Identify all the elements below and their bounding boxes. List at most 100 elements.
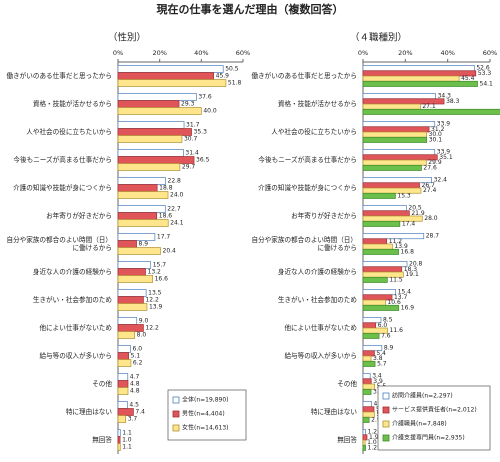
bar — [117, 65, 224, 73]
category-label: 他によい仕事がないため — [284, 324, 357, 332]
bar — [362, 266, 403, 273]
bar — [362, 238, 388, 245]
value-label: 15.7 — [153, 262, 167, 269]
value-label: 5.7 — [377, 360, 387, 367]
value-label: 19.1 — [405, 271, 419, 278]
value-label: 31.4 — [185, 150, 199, 157]
bar — [117, 205, 166, 213]
bar — [362, 261, 408, 268]
bar — [117, 373, 129, 381]
value-label: 15.3 — [397, 192, 411, 199]
category-label: 働きがいのある仕事だと思ったから — [251, 72, 358, 80]
legend-swatch — [382, 420, 390, 428]
value-label: 1.2 — [368, 429, 378, 436]
bar — [117, 72, 214, 80]
value-label: 29.7 — [182, 164, 196, 171]
legend-label: 男性(n=4,404) — [182, 410, 225, 418]
bar — [362, 439, 366, 446]
category-label: 無回答 — [337, 436, 357, 444]
category-label: その他 — [92, 380, 112, 388]
value-label: 33.9 — [437, 121, 451, 128]
value-label: 27.1 — [422, 103, 436, 110]
category-label: 今後もニーズが高まる仕事だから — [13, 156, 112, 164]
bar — [362, 149, 436, 156]
bar — [362, 373, 371, 380]
bar — [362, 108, 500, 115]
bar — [117, 261, 152, 269]
legend-label: サービス提供責任者(n=2,012) — [392, 406, 477, 414]
bar — [117, 275, 153, 283]
bar — [117, 100, 180, 108]
category-label: 生きがい・社会参加のため — [277, 296, 357, 304]
value-label: 8.5 — [383, 317, 393, 324]
value-label: 3.9 — [373, 378, 383, 385]
bar — [362, 126, 430, 133]
category-label: 資格・技能が活かせるから — [32, 100, 112, 108]
bar — [362, 154, 438, 161]
bar — [362, 187, 422, 194]
value-label: 21.9 — [411, 210, 425, 217]
value-label: 13.7 — [394, 294, 408, 301]
category-label: 特に理由はない — [310, 408, 357, 416]
value-label: 12.2 — [145, 297, 159, 304]
value-label: 29.9 — [428, 159, 442, 166]
x-tick-label: 20% — [152, 49, 166, 57]
value-label: 51.8 — [228, 80, 242, 87]
category-label: お年寄りが好きだから — [46, 212, 112, 220]
bar — [362, 220, 401, 227]
value-label: 17.7 — [157, 234, 171, 241]
value-label: 28.0 — [424, 215, 438, 222]
value-label: 38.3 — [446, 98, 460, 105]
bar — [117, 289, 147, 297]
chart-title: 現在の仕事を選んだ理由（複数回答） — [157, 2, 344, 16]
value-label: 4.8 — [130, 388, 140, 395]
legend-label: 介護支援専門員(n=2,935) — [392, 434, 465, 442]
value-label: 50.5 — [225, 66, 239, 73]
value-label: 33.9 — [437, 149, 451, 156]
value-label: 24.1 — [170, 220, 184, 227]
value-label: 36.5 — [196, 157, 210, 164]
bar — [362, 360, 376, 367]
category-label: お年寄りが好きだから — [291, 212, 357, 220]
value-label: 24.0 — [170, 192, 184, 199]
value-label: 13.2 — [148, 269, 162, 276]
legend-box — [167, 389, 247, 441]
value-label: 17.4 — [402, 220, 416, 227]
value-label: 26.7 — [422, 182, 436, 189]
value-label: 16.9 — [401, 304, 415, 311]
value-label: 1.0 — [367, 439, 377, 446]
bar — [362, 444, 366, 451]
value-label: 13.5 — [148, 290, 162, 297]
bar — [362, 355, 372, 362]
bar — [362, 136, 428, 143]
bar — [362, 93, 436, 100]
legend-box — [377, 385, 491, 451]
category-label: 生きがい・社会参加のため — [32, 296, 112, 304]
bar — [117, 268, 146, 276]
bar — [362, 233, 425, 240]
bar — [117, 247, 161, 255]
value-label: 16.8 — [401, 248, 415, 255]
value-label: 5.1 — [131, 353, 141, 360]
value-label: 12.2 — [145, 325, 159, 332]
value-label: 45.9 — [216, 73, 230, 80]
bar — [117, 163, 181, 171]
value-label: 11.2 — [389, 238, 403, 245]
bar — [117, 135, 183, 143]
value-label: 13.9 — [394, 243, 408, 250]
bar — [362, 322, 377, 329]
value-label: 30.0 — [429, 131, 443, 138]
bar — [362, 299, 386, 306]
category-label: その他 — [337, 380, 357, 388]
legend-swatch — [172, 424, 180, 432]
bar — [117, 345, 131, 353]
value-label: 22.7 — [167, 206, 181, 213]
value-label: 7.6 — [381, 332, 391, 339]
chart-subtitle: （性別） — [108, 32, 146, 44]
legend-swatch — [382, 406, 390, 414]
category-label: 介護の知識や技能が身につくから — [13, 184, 112, 192]
chart-subtitle: （４職種別） — [350, 32, 407, 44]
bar — [362, 248, 399, 255]
